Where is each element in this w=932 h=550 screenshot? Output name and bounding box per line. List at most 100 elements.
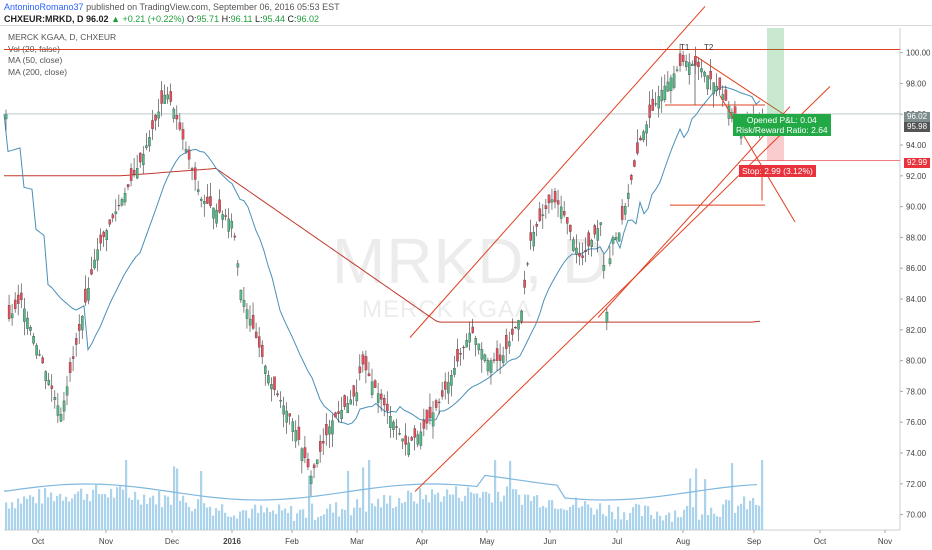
volume-bar xyxy=(185,502,188,530)
volume-bar xyxy=(149,497,152,530)
candle-body xyxy=(416,434,420,445)
candle-body xyxy=(279,400,282,402)
candle-body xyxy=(688,62,691,75)
price-scale[interactable] xyxy=(901,28,932,530)
volume-bar xyxy=(137,499,140,530)
y-tick-label: 80.00 xyxy=(906,357,927,366)
volume-bar xyxy=(332,512,335,530)
candle-body xyxy=(337,411,340,414)
legend-title[interactable]: MERCK KGAA, D, CHXEUR xyxy=(8,32,117,42)
candle-body xyxy=(556,200,560,205)
volume-bar xyxy=(644,505,647,530)
volume-bar xyxy=(593,514,596,530)
volume-bar xyxy=(590,507,593,530)
candle-body xyxy=(230,220,234,229)
volume-bar xyxy=(266,507,269,530)
volume-bar xyxy=(287,512,290,530)
candle-body xyxy=(459,352,462,355)
candle-body xyxy=(242,300,246,307)
volume-bar xyxy=(296,513,299,530)
candle-body xyxy=(175,114,179,120)
publish-info: published on TradingView.com, September … xyxy=(86,2,340,12)
candle-body xyxy=(456,349,459,362)
indicator-legend: MERCK KGAA, D, CHXEUR Vol (20, false) MA… xyxy=(8,32,116,78)
volume-bar xyxy=(317,517,320,530)
volume-bar xyxy=(335,502,338,530)
x-tick-label: Jun xyxy=(544,537,557,546)
volume-bar xyxy=(653,518,656,530)
volume-bar xyxy=(608,504,611,530)
author-link[interactable]: AntoninoRomano37 xyxy=(4,2,84,12)
volume-bar xyxy=(224,512,227,530)
candle-body xyxy=(135,168,139,179)
candle-body xyxy=(29,327,32,331)
volume-bar xyxy=(452,494,455,530)
candle-body xyxy=(410,437,413,441)
legend-ma50[interactable]: MA (50, close) xyxy=(8,55,63,65)
volume-bar xyxy=(431,489,434,530)
profit-zone xyxy=(767,28,784,115)
volume-bar xyxy=(155,504,158,530)
volume-bar xyxy=(425,494,428,530)
volume-bar xyxy=(635,503,638,530)
candle-body xyxy=(706,75,709,90)
candle-body xyxy=(111,214,115,219)
volume-bar xyxy=(368,460,371,530)
candle-body xyxy=(718,77,722,90)
candle-body xyxy=(267,375,270,384)
volume-bar xyxy=(563,509,566,530)
candle-body xyxy=(309,475,313,484)
candle-body xyxy=(288,413,291,417)
volume-bar xyxy=(416,503,419,530)
candle-body xyxy=(636,142,639,154)
candle-body xyxy=(142,154,145,166)
open-label: O: xyxy=(187,14,197,24)
candle-body xyxy=(17,294,20,304)
candle-body xyxy=(437,401,441,403)
candle-body xyxy=(462,346,465,349)
volume-bar xyxy=(38,489,41,530)
volume-bar xyxy=(359,507,362,530)
volume-bar xyxy=(662,520,665,530)
volume-bar xyxy=(446,489,449,530)
candle-body xyxy=(404,435,407,445)
volume-bar xyxy=(122,489,125,530)
volume-bar xyxy=(716,516,719,530)
volume-bar xyxy=(95,484,98,530)
volume-bar xyxy=(110,488,113,530)
candle-body xyxy=(657,96,661,109)
volume-bar xyxy=(77,491,80,530)
volume-bar xyxy=(557,509,560,530)
legend-ma200[interactable]: MA (200, close) xyxy=(8,66,68,77)
volume-bar xyxy=(131,499,134,530)
volume-bar xyxy=(17,498,20,530)
candle-body xyxy=(32,336,35,344)
volume-bar xyxy=(548,500,551,530)
volume-bar xyxy=(140,504,143,530)
volume-bar xyxy=(275,513,278,530)
volume-bar xyxy=(560,508,563,530)
candle-body xyxy=(90,269,93,275)
candle-body xyxy=(184,149,188,152)
volume-bar xyxy=(80,488,83,530)
candle-body xyxy=(349,399,352,405)
volume-bar xyxy=(281,510,284,530)
candle-body xyxy=(65,386,69,396)
volume-bar xyxy=(29,495,32,530)
candle-body xyxy=(163,94,166,104)
candle-body xyxy=(407,442,410,456)
candle-body xyxy=(291,421,295,432)
candle-body xyxy=(578,252,581,257)
low-value: 95.44 xyxy=(262,14,286,24)
volume-bar xyxy=(479,497,482,530)
candle-body xyxy=(593,225,597,235)
legend-vol[interactable]: Vol (20, false) xyxy=(8,43,60,54)
candle-body xyxy=(541,214,545,216)
volume-bar xyxy=(740,503,743,530)
candle-body xyxy=(181,129,185,140)
stop-price-box: 92.99 xyxy=(904,158,931,168)
volume-bar xyxy=(158,491,161,530)
volume-bar xyxy=(203,503,206,530)
candle-body xyxy=(7,305,11,319)
